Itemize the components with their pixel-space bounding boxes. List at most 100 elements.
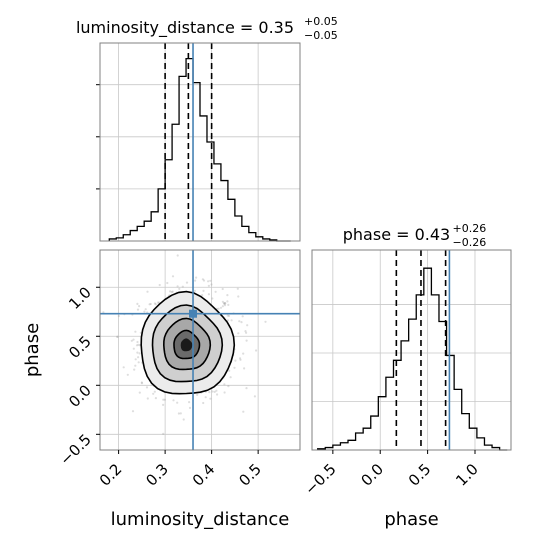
scatter-point [137, 361, 140, 364]
scatter-point [211, 297, 214, 300]
scatter-point [195, 276, 198, 279]
scatter-point [244, 330, 247, 333]
scatter-point [145, 386, 149, 389]
scatter-point [208, 391, 211, 394]
scatter-point [224, 302, 227, 305]
ld-histogram-step [108, 57, 291, 242]
scatter-point [137, 356, 140, 359]
ld-xtick-label-2: 0.4 [189, 460, 219, 490]
scatter-point [207, 293, 210, 296]
scatter-point [227, 314, 231, 317]
scatter-point [156, 301, 160, 304]
phase-xtick-label-2: 0.5 [405, 460, 435, 490]
scatter-point [188, 401, 191, 404]
scatter-point [210, 283, 213, 286]
phase-ytick-label-0: −0.5 [56, 430, 94, 468]
scatter-point [226, 319, 230, 322]
scatter-point [176, 254, 179, 257]
scatter-point [214, 290, 217, 293]
ld-panel-title: luminosity_distance = 0.35 [76, 18, 294, 38]
scatter-point [146, 290, 149, 293]
scatter-point [132, 338, 135, 341]
scatter-point [166, 281, 169, 285]
scatter-point [179, 412, 182, 415]
scatter-point [224, 301, 227, 305]
scatter-point [223, 302, 226, 305]
scatter-point [154, 303, 157, 306]
scatter-point [209, 279, 212, 282]
scatter-point [239, 357, 242, 360]
phase-xtick-label-0: −0.5 [301, 460, 339, 498]
scatter-point [228, 369, 231, 372]
scatter-point [230, 319, 233, 322]
scatter-point [138, 344, 141, 347]
scatter-point [163, 398, 166, 401]
phase-xtick-label-1: 0.0 [357, 460, 387, 490]
scatter-point [264, 320, 267, 323]
scatter-point [136, 340, 139, 344]
scatter-point [207, 284, 210, 287]
scatter-point [222, 302, 226, 305]
phase-title-upper-error: +0.26 [453, 222, 487, 235]
scatter-point [131, 410, 135, 413]
scatter-point [234, 359, 237, 362]
scatter-point [136, 302, 139, 305]
scatter-point [238, 320, 241, 323]
scatter-point [253, 395, 256, 398]
joint-posterior-panel [99, 249, 301, 451]
scatter-point [219, 306, 223, 309]
scatter-point [126, 373, 129, 376]
scatter-point [177, 412, 180, 415]
scatter-point [122, 366, 125, 369]
contour-line-2 [162, 317, 212, 371]
scatter-point [246, 324, 249, 327]
scatter-point [216, 393, 219, 396]
scatter-point [226, 300, 229, 303]
scatter-point [146, 397, 149, 400]
joint-frame [99, 249, 301, 451]
scatter-point [245, 387, 248, 390]
phase-ytick-label-2: 0.5 [65, 332, 95, 362]
scatter-point [229, 376, 232, 379]
scatter-point [237, 295, 240, 298]
scatter-point [135, 344, 139, 347]
scatter-point [162, 432, 165, 435]
scatter-point [130, 339, 133, 342]
scatter-point [237, 332, 240, 335]
scatter-point [176, 285, 179, 288]
scatter-point [153, 390, 156, 393]
scatter-point [213, 390, 216, 393]
scatter-point [176, 401, 179, 404]
phase-ytick-label-3: 1.0 [65, 283, 95, 313]
scatter-point [154, 397, 157, 400]
scatter-point [226, 294, 229, 297]
scatter-point [223, 304, 227, 307]
scatter-point [221, 305, 224, 308]
scatter-point [223, 383, 226, 386]
scatter-point [239, 358, 242, 361]
scatter-point [133, 368, 136, 371]
scatter-point [171, 290, 174, 293]
scatter-point [143, 310, 146, 313]
axis-labels: 0.2 0.3 0.4 0.5 −0.5 0.0 0.5 1.0 −0.5 0.0 0.5 1.0 lu… [22, 283, 482, 530]
scatter-point [201, 278, 204, 281]
scatter-point [138, 391, 141, 394]
scatter-point [196, 393, 199, 396]
scatter-point [117, 314, 120, 318]
scatter-point [211, 390, 214, 393]
scatter-point [140, 381, 143, 384]
scatter-point [140, 382, 144, 385]
ld-xtick-label-1: 0.3 [142, 460, 172, 490]
scatter-point [245, 331, 248, 334]
scatter-point [172, 399, 175, 402]
scatter-point [221, 300, 224, 303]
scatter-point [245, 339, 248, 342]
joint-truth-marker [189, 309, 198, 318]
scatter-point [201, 294, 204, 297]
x-axis-title-phase: phase [384, 509, 438, 530]
scatter-point [171, 275, 175, 278]
phase-panel-title: phase = 0.43 [343, 225, 450, 244]
scatter-point [138, 352, 141, 355]
scatter-point [226, 314, 229, 317]
ld-frame [99, 42, 301, 242]
